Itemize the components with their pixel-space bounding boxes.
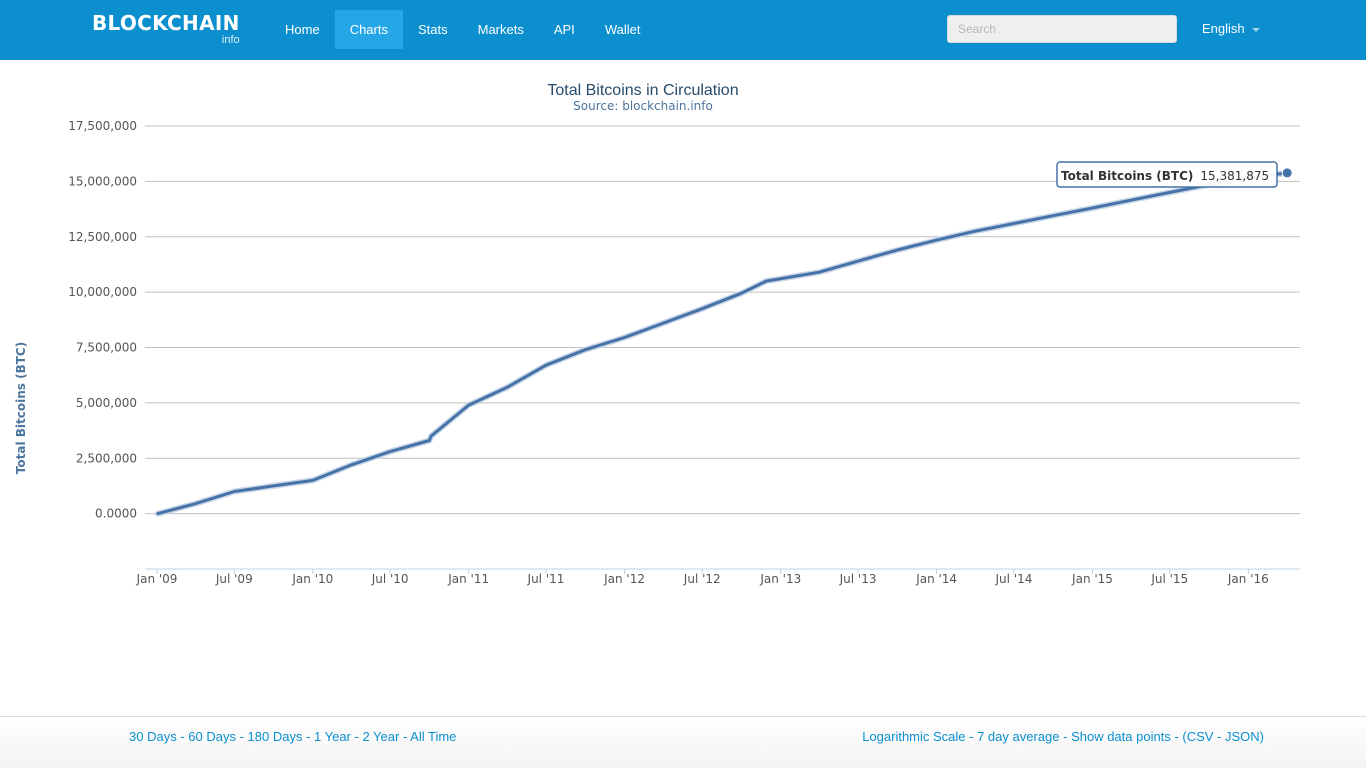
y-tick-label: 12,500,000 [68, 230, 137, 244]
nav-markets[interactable]: Markets [477, 22, 524, 37]
y-tick-label: 5,000,000 [76, 396, 137, 410]
x-tick-label: Jan '14 [915, 572, 957, 586]
tooltip-text: Total Bitcoins (BTC) 15,381,875 [1061, 169, 1269, 183]
x-tick-label: Jul '15 [1150, 572, 1188, 586]
range-180-days[interactable]: 180 Days [247, 729, 303, 744]
json-export-link[interactable]: JSON [1224, 729, 1260, 744]
series-group [154, 167, 1293, 517]
tooltip-label: Total Bitcoins (BTC) [1061, 169, 1193, 183]
grid-lines [145, 125, 1300, 570]
seven-day-average-link[interactable]: 7 day average [977, 729, 1060, 744]
nav-home[interactable]: Home [285, 22, 320, 37]
tooltip: Total Bitcoins (BTC) 15,381,875 [1056, 161, 1278, 188]
y-axis-label: Total Bitcoins (BTC) [14, 342, 28, 474]
main-nav: Home Charts Stats Markets API Wallet [270, 10, 655, 49]
range-60-days[interactable]: 60 Days [188, 729, 236, 744]
language-dropdown[interactable]: English [1202, 21, 1260, 36]
time-range-links: 30 Days - 60 Days - 180 Days - 1 Year - … [129, 729, 457, 744]
csv-export-link[interactable]: CSV [1186, 729, 1214, 744]
x-tick-label: Jul '13 [839, 572, 877, 586]
x-axis-ticks: Jan '09 Jul '09 Jan '10 Jul '10 Jan '11 Jul '… [136, 569, 1269, 586]
caret-down-icon [1251, 27, 1260, 32]
range-1-year[interactable]: 1 Year [314, 729, 351, 744]
tooltip-box [1056, 161, 1278, 188]
x-tick-label: Jul '11 [527, 572, 565, 586]
nav-api[interactable]: API [553, 22, 575, 37]
show-data-points-link[interactable]: Show data points [1071, 729, 1171, 744]
range-all-time[interactable]: All Time [410, 729, 457, 744]
series-line-shadow [154, 169, 1291, 517]
y-tick-label: 10,000,000 [68, 285, 137, 299]
y-tick-label: 2,500,000 [76, 451, 137, 465]
line-chart: Total Bitcoins in Circulation Source: bl… [14, 82, 1300, 586]
x-tick-label: Jan '11 [447, 572, 489, 586]
language-label: English [1202, 21, 1245, 36]
x-tick-label: Jul '12 [683, 572, 721, 586]
range-2-year[interactable]: 2 Year [362, 729, 400, 744]
x-tick-label: Jan '16 [1227, 572, 1269, 586]
logarithmic-scale-link[interactable]: Logarithmic Scale [862, 729, 966, 744]
tooltip-value: 15,381,875 [1200, 169, 1269, 183]
chart-title: Total Bitcoins in Circulation [547, 82, 738, 99]
brand-logo[interactable]: BLOCKCHAIN info [92, 11, 240, 46]
x-tick-label: Jul '10 [371, 572, 409, 586]
y-tick-label: 17,500,000 [68, 119, 137, 133]
nav-charts[interactable]: Charts [334, 10, 403, 49]
x-tick-label: Jul '14 [994, 572, 1032, 586]
y-axis-ticks: 0.0000 2,500,000 5,000,000 7,500,000 10,000,… [68, 119, 137, 521]
brand-name: BLOCKCHAIN [92, 11, 240, 35]
series-last-point[interactable] [1281, 167, 1293, 179]
x-tick-label: Jan '10 [291, 572, 333, 586]
chart-option-links: Logarithmic Scale - 7 day average - Show… [862, 729, 1264, 744]
y-tick-label: 15,000,000 [68, 174, 137, 188]
range-30-days[interactable]: 30 Days [129, 729, 177, 744]
search-input[interactable] [947, 15, 1177, 43]
x-tick-label: Jul '09 [215, 572, 253, 586]
top-navbar: BLOCKCHAIN info Home Charts Stats Market… [0, 0, 1366, 60]
chart-subtitle: Source: blockchain.info [573, 99, 713, 113]
x-tick-label: Jan '12 [603, 572, 645, 586]
x-tick-label: Jan '13 [759, 572, 801, 586]
y-tick-label: 7,500,000 [76, 341, 137, 355]
chart-options-footer: 30 Days - 60 Days - 180 Days - 1 Year - … [0, 716, 1366, 768]
y-tick-label: 0.0000 [95, 507, 137, 521]
nav-stats[interactable]: Stats [417, 22, 448, 37]
series-line [156, 171, 1289, 516]
brand-subtitle: info [221, 34, 240, 46]
x-tick-label: Jan '09 [136, 572, 178, 586]
x-tick-label: Jan '15 [1071, 572, 1113, 586]
nav-wallet[interactable]: Wallet [604, 22, 641, 37]
